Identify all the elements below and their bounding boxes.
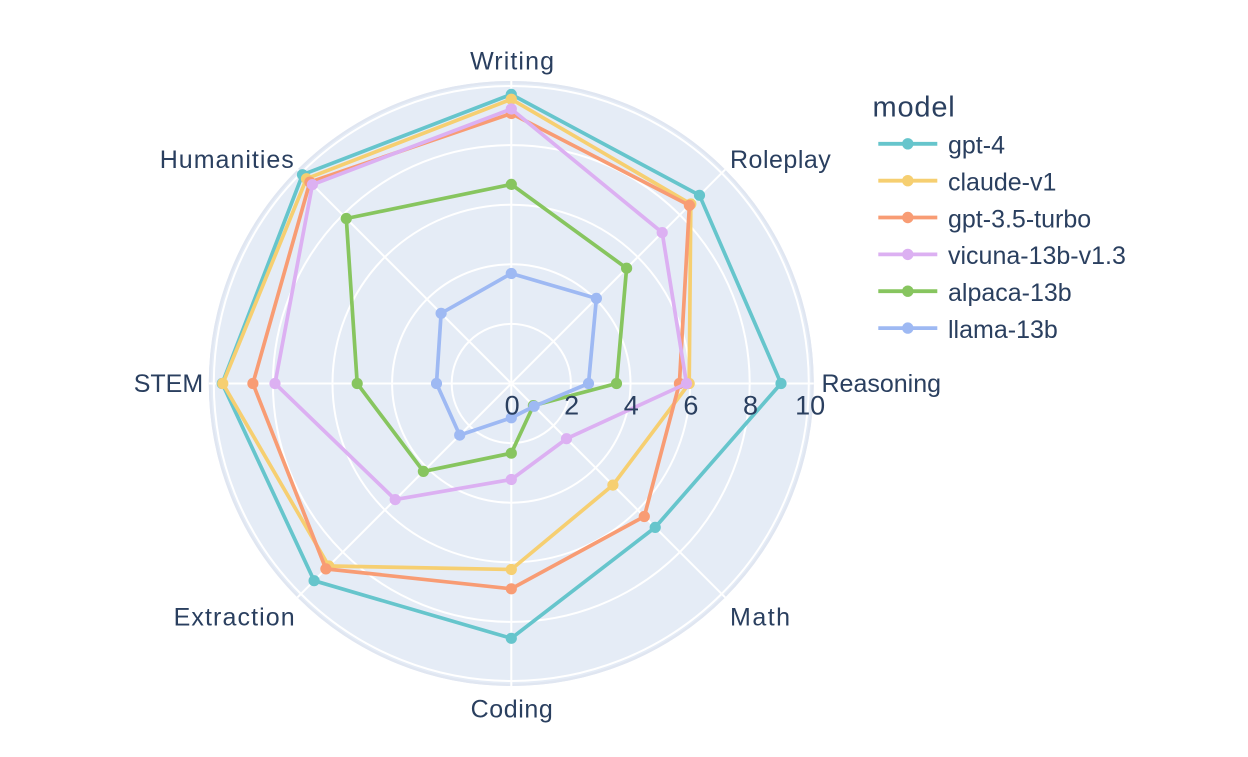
svg-text:Writing: Writing	[470, 48, 555, 76]
svg-text:Humanities: Humanities	[160, 146, 295, 174]
svg-text:10: 10	[795, 390, 825, 420]
svg-text:STEM: STEM	[134, 370, 203, 398]
svg-text:alpaca-13b: alpaca-13b	[948, 279, 1072, 307]
svg-text:llama-13b: llama-13b	[948, 316, 1058, 344]
svg-text:gpt-3.5-turbo: gpt-3.5-turbo	[948, 205, 1091, 233]
svg-text:Math: Math	[730, 603, 792, 631]
svg-text:6: 6	[683, 390, 698, 420]
svg-text:vicuna-13b-v1.3: vicuna-13b-v1.3	[948, 242, 1126, 270]
svg-text:0: 0	[505, 390, 520, 420]
svg-text:Reasoning: Reasoning	[822, 370, 942, 398]
svg-text:model: model	[873, 92, 956, 124]
svg-text:Roleplay: Roleplay	[730, 146, 831, 174]
svg-text:Coding: Coding	[471, 695, 554, 723]
svg-text:4: 4	[624, 390, 639, 420]
svg-text:gpt-4: gpt-4	[948, 132, 1005, 160]
svg-text:Extraction: Extraction	[174, 603, 296, 631]
svg-text:claude-v1: claude-v1	[948, 169, 1056, 197]
svg-text:8: 8	[743, 390, 758, 420]
svg-text:2: 2	[564, 390, 579, 420]
